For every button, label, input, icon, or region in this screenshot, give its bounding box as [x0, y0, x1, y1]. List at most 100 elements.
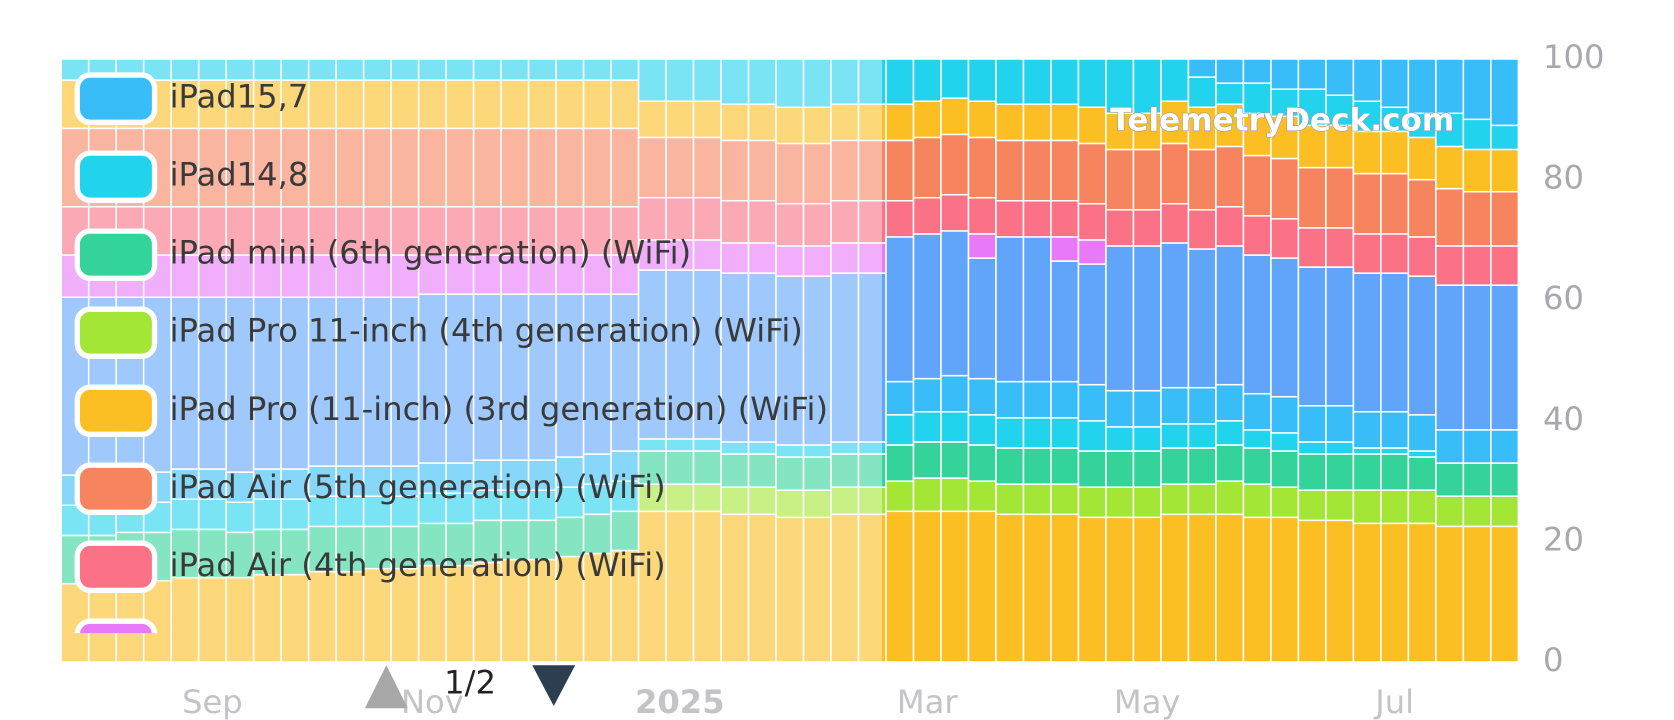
bar-segment — [967, 196, 997, 235]
bar-segment — [1077, 202, 1107, 241]
legend-item[interactable]: iPad Pro (11-inch) (3rd generation) (WiF… — [74, 384, 828, 438]
bar-segment — [1462, 495, 1492, 528]
bar-segment — [362, 525, 392, 570]
legend-item[interactable]: iPad Air (4th generation) (WiFi) — [74, 540, 666, 594]
bar-segment — [1352, 411, 1382, 449]
bar-segment — [637, 58, 667, 102]
legend-label: iPad Pro 11-inch (4th generation) (WiFi) — [170, 312, 803, 350]
bar-segment — [940, 230, 970, 377]
bar-segment — [1215, 206, 1245, 247]
bar-segment — [1187, 513, 1217, 663]
bar-segment — [307, 525, 337, 573]
bar-segment — [967, 414, 997, 446]
bar-segment — [692, 196, 722, 241]
bar-segment — [1380, 233, 1410, 274]
legend-next-page[interactable] — [532, 665, 576, 707]
bar-segment — [1297, 124, 1327, 169]
bar-segment — [1380, 453, 1410, 491]
legend-label: iPad Air (5th generation) (WiFi) — [170, 468, 666, 506]
bar-segment — [1187, 209, 1217, 250]
bar-segment — [1297, 519, 1327, 663]
bar-segment — [472, 79, 502, 130]
bar-segment — [912, 100, 942, 139]
bar-segment — [1325, 58, 1355, 96]
bar-segment — [857, 513, 887, 663]
bar-segment — [885, 103, 915, 142]
bar-segment — [445, 293, 475, 464]
bar-segment — [912, 377, 942, 413]
bar-segment — [527, 489, 557, 522]
bar-segment — [417, 462, 447, 494]
legend-swatch — [74, 72, 158, 126]
bar-segment — [885, 199, 915, 238]
bar-segment — [995, 139, 1025, 202]
bar-segment — [1105, 486, 1135, 519]
bar-segment — [1105, 450, 1135, 488]
bar-segment — [1242, 447, 1272, 485]
bar-segment — [417, 564, 447, 663]
bar-segment — [527, 558, 557, 663]
bar-segment — [747, 199, 777, 244]
bar-segment — [1435, 58, 1465, 115]
bar-segment — [252, 296, 282, 470]
bar-segment — [197, 296, 227, 470]
bar-segment — [1050, 139, 1080, 202]
bar-segment — [1435, 187, 1465, 247]
bar-segment — [1270, 157, 1300, 220]
bar-segment — [307, 79, 337, 130]
legend-item[interactable]: iPad Air (5th generation) (WiFi) — [74, 462, 666, 516]
bar-segment — [1490, 190, 1520, 247]
bar-segment — [1380, 58, 1410, 109]
legend-swatch — [74, 306, 158, 360]
bar-segment — [1435, 429, 1465, 464]
bar-segment — [472, 127, 502, 208]
bar-segment — [1050, 199, 1080, 238]
bar-segment — [335, 127, 365, 208]
bar-segment — [830, 58, 860, 105]
bar-segment — [885, 444, 915, 482]
bar-segment — [610, 510, 640, 552]
bar-segment — [1160, 447, 1190, 485]
bar-segment — [417, 127, 447, 208]
bar-segment — [1270, 395, 1300, 434]
bar-segment — [720, 199, 750, 244]
legend-item[interactable]: iPad mini (6th generation) (WiFi) — [74, 228, 691, 282]
bar-segment — [1160, 513, 1190, 663]
bar-segment — [1380, 411, 1410, 449]
bar-segment — [1352, 130, 1382, 175]
bar-segment — [1490, 245, 1520, 286]
bar-segment — [582, 206, 612, 256]
bar-segment — [1270, 432, 1300, 452]
bar-segment — [472, 561, 502, 663]
x-tick-label: May — [1114, 683, 1181, 720]
bar-segment — [1462, 462, 1492, 497]
bar-segment — [940, 477, 970, 513]
bar-segment — [1435, 495, 1465, 528]
bar-segment — [1435, 284, 1465, 431]
bar-segment — [1490, 429, 1520, 464]
y-tick-label: 60 — [1543, 279, 1584, 317]
legend-swatch — [74, 384, 158, 438]
legend-item[interactable]: iPad15,7 — [74, 72, 308, 126]
bar-segment — [692, 136, 722, 199]
bar-segment — [1297, 453, 1327, 491]
bar-segment — [1490, 462, 1520, 497]
bar-segment — [1325, 166, 1355, 229]
bar-segment — [1132, 245, 1162, 392]
bar-segment — [500, 254, 530, 295]
bar-segment — [1105, 209, 1135, 247]
legend-item[interactable]: iPad14,8 — [74, 150, 308, 204]
bar-segment — [1352, 58, 1382, 102]
bar-segment — [637, 196, 667, 241]
bar-segment — [1215, 420, 1245, 446]
bar-segment — [1215, 480, 1245, 516]
legend-swatch — [74, 462, 158, 516]
bar-segment — [1050, 58, 1080, 105]
bar-segment — [967, 100, 997, 139]
bar-segment — [1325, 94, 1355, 127]
bar-segment — [1462, 148, 1492, 193]
bar-segment — [280, 498, 310, 531]
bar-segment — [197, 79, 227, 130]
legend-item[interactable]: iPad Pro 11-inch (4th generation) (WiFi) — [74, 306, 803, 360]
legend-prev-page[interactable] — [364, 665, 408, 709]
